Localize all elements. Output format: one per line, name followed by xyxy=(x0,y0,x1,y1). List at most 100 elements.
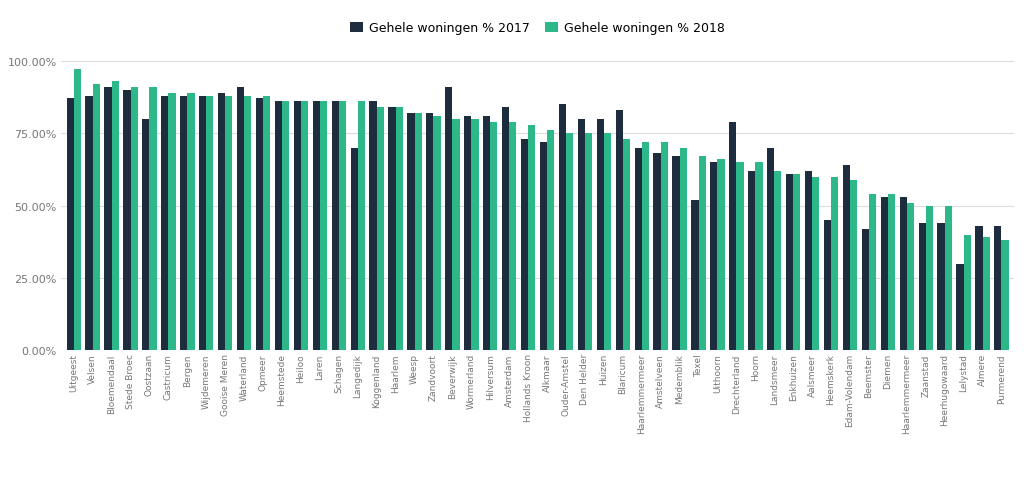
Bar xyxy=(907,203,914,351)
Bar xyxy=(937,223,945,351)
Bar xyxy=(642,143,649,351)
Bar xyxy=(282,102,289,351)
Bar xyxy=(150,88,157,351)
Bar xyxy=(900,197,907,351)
Bar xyxy=(93,85,100,351)
Bar xyxy=(256,99,263,351)
Bar xyxy=(528,125,536,351)
Bar xyxy=(653,154,660,351)
Bar xyxy=(660,143,668,351)
Bar xyxy=(994,226,1001,351)
Bar xyxy=(502,108,509,351)
Bar xyxy=(483,117,490,351)
Bar xyxy=(332,102,339,351)
Bar xyxy=(786,174,794,351)
Bar xyxy=(161,96,168,351)
Bar xyxy=(749,171,756,351)
Bar xyxy=(831,177,839,351)
Bar xyxy=(718,160,725,351)
Bar xyxy=(566,134,573,351)
Bar xyxy=(199,96,206,351)
Bar xyxy=(881,197,888,351)
Bar xyxy=(945,206,952,351)
Bar xyxy=(350,148,357,351)
Bar xyxy=(824,220,831,351)
Bar xyxy=(142,119,150,351)
Bar xyxy=(635,148,642,351)
Bar xyxy=(123,91,130,351)
Bar xyxy=(540,143,547,351)
Bar xyxy=(426,114,433,351)
Bar xyxy=(559,105,566,351)
Bar xyxy=(1001,241,1009,351)
Bar xyxy=(244,96,251,351)
Bar xyxy=(218,94,225,351)
Bar xyxy=(301,102,308,351)
Bar xyxy=(104,88,112,351)
Bar xyxy=(206,96,213,351)
Bar xyxy=(370,102,377,351)
Bar xyxy=(805,171,812,351)
Bar xyxy=(357,102,365,351)
Bar xyxy=(509,122,516,351)
Bar xyxy=(767,148,774,351)
Bar xyxy=(85,96,93,351)
Bar xyxy=(919,223,926,351)
Bar xyxy=(926,206,933,351)
Bar xyxy=(982,238,990,351)
Bar xyxy=(388,108,395,351)
Bar xyxy=(74,70,81,351)
Bar xyxy=(237,88,244,351)
Bar xyxy=(547,131,554,351)
Bar xyxy=(850,180,857,351)
Bar xyxy=(433,117,440,351)
Bar xyxy=(711,163,718,351)
Bar xyxy=(869,194,877,351)
Bar xyxy=(67,99,74,351)
Bar xyxy=(843,166,850,351)
Bar xyxy=(187,94,195,351)
Bar xyxy=(956,264,964,351)
Bar xyxy=(623,140,630,351)
Bar xyxy=(729,122,736,351)
Bar xyxy=(794,174,801,351)
Bar xyxy=(585,134,592,351)
Legend: Gehele woningen % 2017, Gehele woningen % 2018: Gehele woningen % 2017, Gehele woningen … xyxy=(345,17,730,40)
Bar xyxy=(339,102,346,351)
Bar xyxy=(521,140,528,351)
Bar xyxy=(180,96,187,351)
Bar xyxy=(691,200,698,351)
Bar xyxy=(736,163,743,351)
Bar xyxy=(471,119,478,351)
Bar xyxy=(615,111,623,351)
Bar xyxy=(490,122,498,351)
Bar xyxy=(578,119,585,351)
Bar xyxy=(319,102,327,351)
Bar xyxy=(698,157,706,351)
Bar xyxy=(294,102,301,351)
Bar xyxy=(756,163,763,351)
Bar xyxy=(774,171,781,351)
Bar xyxy=(377,108,384,351)
Bar xyxy=(862,229,869,351)
Bar xyxy=(225,96,232,351)
Bar xyxy=(445,88,453,351)
Bar xyxy=(312,102,319,351)
Bar xyxy=(975,226,982,351)
Bar xyxy=(263,96,270,351)
Bar xyxy=(888,194,895,351)
Bar xyxy=(604,134,611,351)
Bar xyxy=(408,114,415,351)
Bar xyxy=(680,148,687,351)
Bar xyxy=(597,119,604,351)
Bar xyxy=(673,157,680,351)
Bar xyxy=(168,94,175,351)
Bar xyxy=(274,102,282,351)
Bar xyxy=(130,88,138,351)
Bar xyxy=(112,82,119,351)
Bar xyxy=(464,117,471,351)
Bar xyxy=(964,235,971,351)
Bar xyxy=(415,114,422,351)
Bar xyxy=(395,108,402,351)
Bar xyxy=(453,119,460,351)
